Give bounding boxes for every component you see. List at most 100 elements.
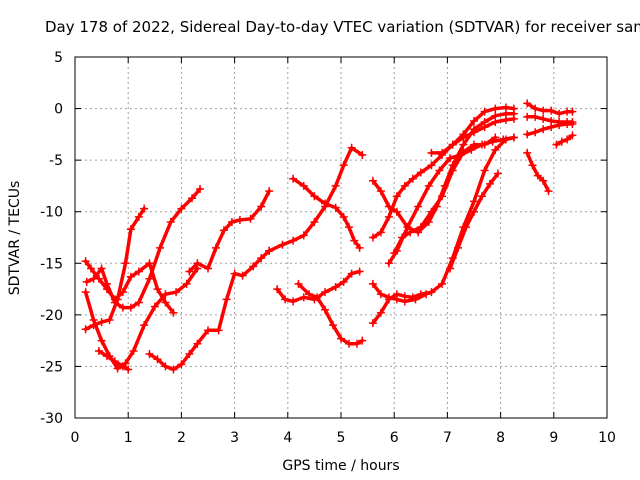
data-point	[568, 107, 577, 116]
data-point	[89, 316, 98, 325]
series-line	[84, 187, 202, 310]
series-trace-22	[523, 120, 577, 139]
data-point	[427, 288, 436, 297]
y-tick-label: -30	[40, 411, 63, 427]
data-point	[118, 303, 127, 312]
data-point	[422, 290, 431, 299]
data-point	[533, 171, 542, 180]
data-point	[470, 140, 478, 149]
data-point	[211, 243, 220, 252]
data-point	[390, 248, 399, 257]
x-tick-label: 4	[283, 430, 292, 446]
x-tick-label: 7	[443, 430, 452, 446]
data-point	[339, 212, 348, 221]
data-point	[446, 154, 455, 163]
data-point	[177, 204, 186, 213]
data-point	[321, 199, 330, 208]
data-point	[347, 269, 356, 278]
data-point	[321, 288, 330, 297]
data-point	[355, 267, 364, 276]
data-point	[294, 279, 303, 288]
data-point	[403, 223, 412, 232]
x-tick-label: 9	[549, 430, 558, 446]
data-point	[480, 107, 489, 116]
data-point	[140, 204, 149, 213]
data-point	[547, 123, 556, 132]
data-point	[491, 145, 500, 154]
series-line	[267, 146, 365, 253]
series-trace-5	[94, 346, 133, 374]
data-point	[416, 223, 425, 232]
data-point	[493, 169, 502, 178]
series-trace-18	[427, 114, 518, 157]
data-point	[113, 364, 122, 373]
x-tick-label: 0	[71, 430, 80, 446]
data-point	[193, 259, 202, 268]
data-point	[411, 295, 420, 304]
data-point	[480, 123, 489, 132]
data-point	[153, 355, 162, 364]
series-trace-24	[552, 131, 577, 149]
data-point	[185, 267, 194, 276]
data-point	[416, 168, 425, 177]
data-point	[491, 117, 500, 126]
plot-series	[81, 99, 577, 374]
data-point	[140, 321, 149, 330]
y-tick-label: -25	[40, 359, 63, 375]
data-point	[172, 288, 181, 297]
series-line	[554, 133, 575, 147]
series-line	[83, 259, 176, 315]
data-point	[299, 181, 308, 190]
data-point	[376, 228, 385, 237]
chart-title: Day 178 of 2022, Sidereal Day-to-day VTE…	[45, 18, 640, 36]
x-tick-label: 8	[496, 430, 505, 446]
data-point	[214, 326, 223, 335]
data-point	[126, 225, 135, 234]
series-trace-13	[368, 279, 431, 306]
x-tick-label: 6	[390, 430, 399, 446]
data-point	[470, 207, 478, 216]
data-point	[552, 140, 561, 149]
data-point	[97, 264, 106, 273]
data-point	[347, 143, 356, 152]
data-point	[193, 339, 202, 348]
data-point	[118, 288, 127, 297]
data-point	[273, 285, 282, 294]
data-point	[470, 197, 478, 206]
data-point	[299, 231, 308, 240]
data-point	[94, 274, 103, 283]
data-point	[459, 147, 468, 156]
data-point	[523, 130, 532, 139]
data-point	[568, 120, 577, 129]
data-point	[289, 236, 298, 245]
data-point	[331, 203, 340, 212]
data-point	[313, 293, 322, 302]
x-tick-label: 10	[598, 430, 616, 446]
data-point	[81, 325, 90, 334]
series-line	[371, 105, 516, 240]
data-point	[368, 279, 377, 288]
data-point	[118, 362, 127, 371]
data-point	[310, 192, 319, 201]
data-point	[459, 140, 468, 149]
data-point	[438, 279, 447, 288]
data-point	[257, 254, 266, 263]
x-tick-label: 5	[337, 430, 346, 446]
series-trace-9	[273, 267, 364, 306]
data-point	[204, 264, 212, 273]
data-point	[509, 133, 518, 142]
data-point	[485, 179, 494, 188]
y-tick-label: -10	[40, 205, 63, 221]
series-trace-10	[294, 279, 367, 348]
data-point	[278, 240, 287, 249]
data-point	[126, 303, 135, 312]
series-line	[387, 135, 516, 266]
series-trace-3	[81, 257, 178, 317]
data-point	[438, 192, 447, 201]
data-point	[454, 243, 463, 252]
data-point	[392, 207, 401, 216]
data-point	[97, 318, 106, 327]
data-point	[134, 298, 143, 307]
data-point	[265, 187, 274, 196]
